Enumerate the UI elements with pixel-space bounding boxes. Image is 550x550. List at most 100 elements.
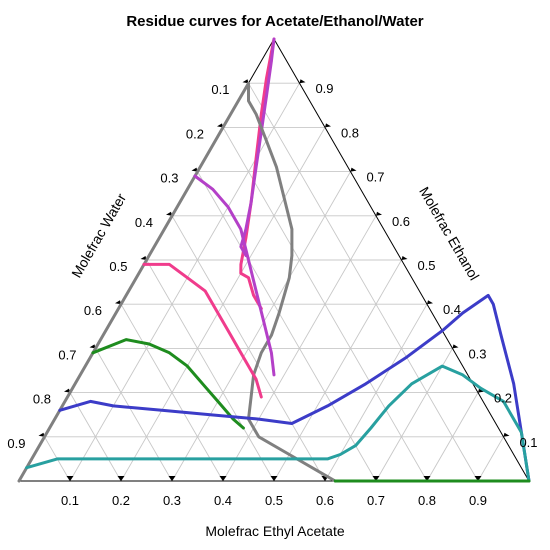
curve-point [25, 466, 28, 469]
curve-point [254, 112, 258, 116]
curve-point [232, 417, 235, 421]
tick-mark-right [401, 256, 408, 260]
curve-point [209, 413, 212, 416]
curve-point [183, 192, 186, 195]
tick-mark-right [427, 300, 433, 305]
curve-point [441, 364, 444, 368]
tick-mark-bottom [270, 476, 278, 481]
curve-point [247, 82, 250, 85]
curve-point [441, 329, 444, 332]
curve-point [234, 457, 237, 461]
residue-curve-3 [17, 81, 337, 483]
curve-point [290, 227, 294, 231]
curve-point [283, 294, 286, 297]
tick-mark-left [166, 211, 172, 216]
curve-point [354, 444, 357, 447]
grid-line-acetate [375, 348, 453, 482]
tick-mark-bottom [372, 476, 380, 481]
tick-label-left: 0.1 [211, 82, 229, 97]
curve-point [290, 422, 293, 425]
tick-label-left: 0.2 [186, 126, 204, 141]
curve-point [272, 37, 276, 41]
tick-label-bottom: 0.8 [418, 493, 436, 508]
curve-point [132, 457, 135, 461]
tick-label-right: 0.8 [341, 125, 359, 140]
curve-point [168, 351, 171, 354]
tick-label-right: 0.5 [417, 258, 435, 273]
curve-point [277, 311, 281, 315]
curve-point [288, 453, 291, 456]
tick-label-bottom: 0.3 [163, 493, 181, 508]
curve-point [318, 471, 322, 474]
tick-mark-left [140, 256, 147, 260]
tick-label-right: 0.6 [392, 214, 410, 229]
curve-point [339, 453, 342, 456]
tick-label-bottom: 0.1 [61, 493, 79, 508]
curve-point [520, 431, 523, 434]
curve-point [142, 263, 146, 266]
curve-point [239, 263, 243, 266]
tick-label-bottom: 0.7 [367, 493, 385, 508]
curve-point [168, 263, 171, 266]
tick-label-bottom: 0.9 [469, 493, 487, 508]
tick-mark-right [478, 388, 484, 393]
curve-point [492, 303, 495, 306]
tick-mark-left [115, 300, 121, 305]
curve-point [89, 400, 92, 403]
curve-point [244, 227, 248, 231]
curve-point [270, 333, 273, 337]
curve-point [201, 382, 204, 385]
grid-line-water [197, 171, 377, 482]
curve-point [290, 254, 294, 257]
tick-label-right: 0.9 [315, 81, 333, 96]
curve-point [216, 400, 220, 403]
curve-point [257, 435, 260, 438]
curve-point [229, 333, 232, 337]
residue-curve-5 [142, 262, 263, 399]
tick-label-left: 0.3 [160, 171, 178, 186]
curve-point [216, 135, 220, 138]
curve-point [369, 426, 373, 430]
curve-point [265, 77, 268, 81]
curve-point [186, 364, 189, 368]
tick-mark-right [350, 167, 357, 172]
tick-labels: 0.1 0.2 0.3 0.4 0.5 0.6 0.7 0.8 0.9 0.1 0.2 0.3 0.4 0… [7, 81, 537, 508]
curve-point [239, 245, 243, 248]
curve-point [527, 479, 531, 483]
curve-point [272, 373, 276, 377]
curve-point [265, 95, 268, 98]
grid-line-acetate [171, 171, 351, 482]
tick-label-right: 0.7 [366, 170, 384, 185]
tick-label-right: 0.4 [443, 302, 461, 317]
curve-point [203, 289, 207, 293]
tick-label-right: 0.2 [494, 391, 512, 406]
curve-point [249, 395, 253, 399]
curve-point [260, 395, 263, 399]
tick-mark-bottom [117, 476, 125, 481]
grid-line-water [146, 259, 275, 482]
curve-point [193, 174, 197, 178]
tick-mark-bottom [168, 476, 176, 481]
curve-point [499, 333, 503, 337]
curve-point [68, 391, 72, 394]
curve-point [334, 479, 337, 483]
tick-mark-left [191, 167, 198, 172]
curve-point [288, 276, 291, 279]
grid-line-acetate [324, 303, 428, 482]
curve-point [283, 196, 286, 200]
curve-point [364, 382, 367, 385]
grid-line-water [248, 82, 479, 482]
grid-line-acetate [426, 392, 479, 482]
curve-point [242, 356, 245, 359]
tick-label-left: 0.4 [135, 215, 153, 230]
tick-label-bottom: 0.6 [316, 493, 334, 508]
tick-label-right: 0.3 [468, 346, 486, 361]
curve-point [387, 404, 390, 408]
curve-point [257, 417, 260, 421]
bottom-axis-label: Molefrac Ethyl Acetate [205, 523, 345, 539]
tick-label-left: 0.8 [33, 392, 51, 407]
curve-point [410, 382, 413, 385]
curve-point [275, 166, 278, 169]
curve-point [239, 272, 242, 275]
curve-point [265, 139, 268, 142]
